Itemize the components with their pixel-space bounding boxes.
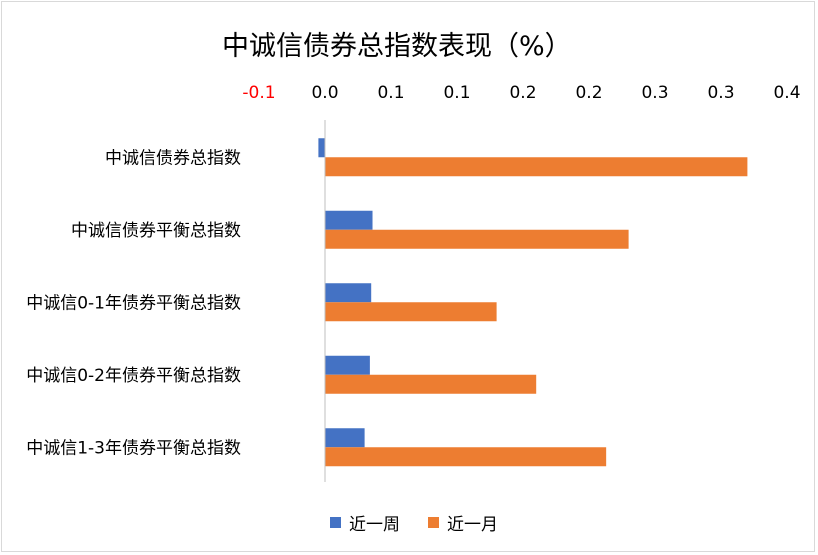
bar-month [325, 374, 537, 394]
x-tick-label: 0.2 [575, 83, 602, 103]
bar-week [325, 355, 370, 375]
legend-label-week: 近一周 [349, 515, 400, 535]
x-tick-label: 0.3 [707, 83, 734, 103]
category-label: 中诚信0-1年债券平衡总指数 [26, 293, 241, 313]
legend-item-week: 近一周 [330, 510, 400, 535]
legend: 近一周 近一月 [330, 510, 498, 535]
legend-label-month: 近一月 [447, 515, 498, 535]
legend-swatch-week [330, 517, 341, 528]
x-tick-label: 0.3 [641, 83, 668, 103]
bars [318, 138, 748, 467]
x-tick-label: 0.1 [377, 83, 404, 103]
bar-week [318, 138, 325, 158]
bar-week [325, 283, 372, 303]
x-tick-label: 0.1 [443, 83, 470, 103]
bar-month [325, 229, 629, 249]
category-labels: 中诚信债券总指数中诚信债券平衡总指数中诚信0-1年债券平衡总指数中诚信0-2年债… [26, 148, 241, 458]
chart-title: 中诚信债券总指数表现（%） [222, 31, 572, 62]
legend-item-month: 近一月 [428, 510, 498, 535]
bar-month [325, 302, 497, 322]
legend-swatch-month [428, 517, 439, 528]
x-tick-label: 0.2 [509, 83, 536, 103]
bar-week [325, 428, 365, 448]
x-axis-ticks: -0.1 0.0 0.1 0.1 0.2 0.2 0.3 0.3 0.4 [242, 83, 800, 103]
x-tick-label: 0.0 [311, 83, 338, 103]
category-label: 中诚信0-2年债券平衡总指数 [26, 366, 241, 386]
bar-month [325, 447, 607, 467]
category-label: 中诚信债券平衡总指数 [71, 221, 241, 241]
category-label: 中诚信1-3年债券平衡总指数 [26, 438, 241, 458]
category-label: 中诚信债券总指数 [105, 148, 241, 168]
bar-week [325, 210, 373, 230]
x-tick-label: -0.1 [242, 83, 275, 103]
bar-month [325, 157, 748, 177]
x-tick-label: 0.4 [773, 83, 800, 103]
